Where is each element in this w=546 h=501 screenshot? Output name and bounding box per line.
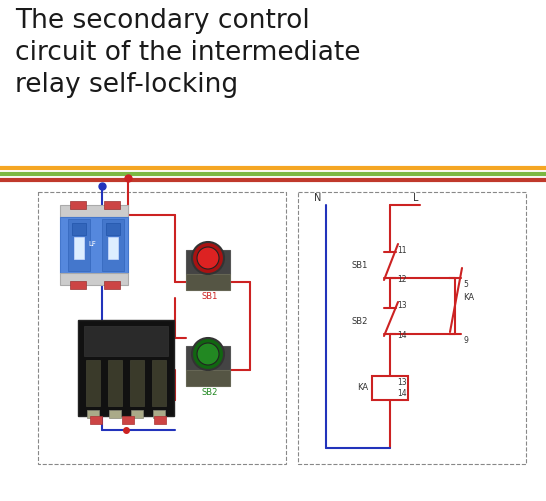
- Text: 13: 13: [397, 302, 407, 311]
- Text: 14: 14: [397, 389, 407, 398]
- Bar: [106, 223, 120, 235]
- Bar: [60, 205, 128, 217]
- Text: 13: 13: [397, 378, 407, 387]
- Circle shape: [192, 242, 224, 274]
- Text: L: L: [413, 193, 419, 203]
- Text: LF: LF: [88, 241, 96, 247]
- Bar: [70, 281, 86, 289]
- Text: N: N: [314, 193, 322, 203]
- Bar: [372, 376, 408, 400]
- Text: 14: 14: [397, 332, 407, 341]
- Text: SB2: SB2: [352, 317, 368, 326]
- Text: 5: 5: [463, 280, 468, 289]
- Text: KA: KA: [357, 383, 368, 392]
- Text: 11: 11: [397, 245, 407, 255]
- Bar: [108, 237, 118, 259]
- Bar: [122, 416, 134, 424]
- Bar: [186, 370, 230, 386]
- Bar: [104, 281, 120, 289]
- Bar: [104, 201, 120, 209]
- Text: SB1: SB1: [352, 261, 368, 270]
- Bar: [72, 223, 86, 235]
- Bar: [86, 360, 100, 406]
- Bar: [154, 416, 166, 424]
- Bar: [70, 201, 86, 209]
- Bar: [68, 219, 90, 271]
- Bar: [90, 416, 102, 424]
- Bar: [131, 410, 143, 418]
- Bar: [60, 273, 128, 285]
- Bar: [74, 237, 84, 259]
- Bar: [130, 360, 144, 406]
- Circle shape: [197, 343, 219, 365]
- Bar: [87, 410, 99, 418]
- Bar: [60, 217, 128, 273]
- Bar: [186, 274, 230, 290]
- Text: KA: KA: [463, 294, 474, 303]
- Circle shape: [192, 338, 224, 370]
- Bar: [186, 346, 230, 370]
- Text: SB1: SB1: [202, 292, 218, 301]
- Bar: [108, 360, 122, 406]
- Text: 9: 9: [463, 336, 468, 345]
- Bar: [298, 192, 526, 464]
- Bar: [109, 410, 121, 418]
- Circle shape: [197, 247, 219, 269]
- Bar: [78, 320, 174, 416]
- Text: 12: 12: [397, 276, 407, 285]
- Bar: [186, 250, 230, 274]
- Bar: [84, 326, 168, 356]
- Bar: [153, 410, 165, 418]
- Text: SB2: SB2: [202, 388, 218, 397]
- Bar: [152, 360, 166, 406]
- Bar: [102, 219, 124, 271]
- Bar: [38, 192, 286, 464]
- Text: The secondary control
circuit of the intermediate
relay self-locking: The secondary control circuit of the int…: [15, 8, 360, 98]
